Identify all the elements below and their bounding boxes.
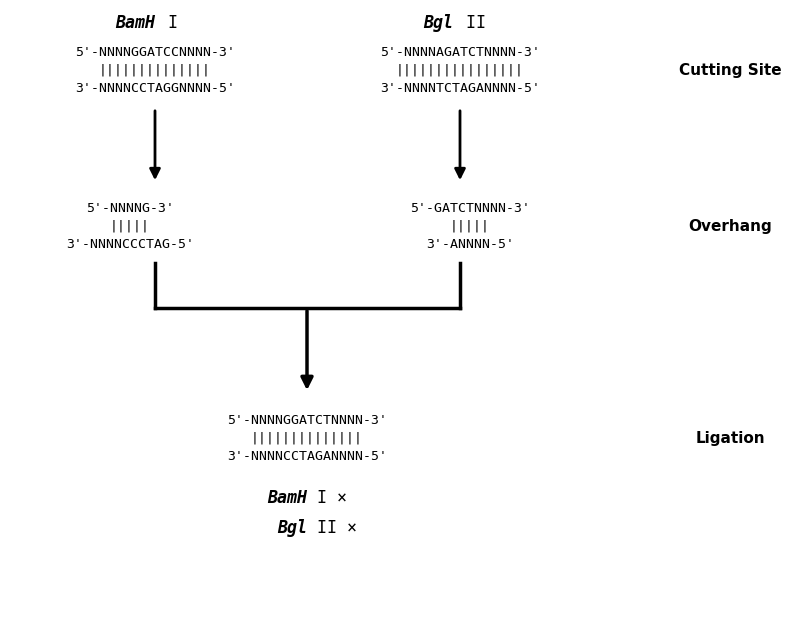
Text: 5'-GATCTNNNN-3': 5'-GATCTNNNN-3' [410, 202, 530, 214]
Text: Bgl: Bgl [277, 519, 307, 537]
Text: 3'-NNNNTCTAGANNNN-5': 3'-NNNNTCTAGANNNN-5' [380, 82, 540, 94]
Text: 5'-NNNNAGATCTNNNN-3': 5'-NNNNAGATCTNNNN-3' [380, 45, 540, 59]
Text: Overhang: Overhang [688, 218, 772, 234]
Text: BamH: BamH [115, 14, 155, 32]
Text: I ×: I × [307, 489, 347, 507]
Text: ||||||||||||||: |||||||||||||| [99, 64, 211, 77]
Text: ||||||||||||||: |||||||||||||| [251, 431, 363, 445]
Text: Cutting Site: Cutting Site [678, 63, 782, 77]
Text: Ligation: Ligation [695, 431, 765, 445]
Text: II ×: II × [307, 519, 357, 537]
Text: I: I [158, 14, 178, 32]
Text: |||||: ||||| [450, 219, 490, 232]
Text: BamH: BamH [267, 489, 307, 507]
Text: 5'-NNNNG-3': 5'-NNNNG-3' [86, 202, 174, 214]
Text: Bgl: Bgl [423, 14, 453, 32]
Text: ||||||||||||||||: |||||||||||||||| [396, 64, 524, 77]
Text: 5'-NNNNGGATCTNNNN-3': 5'-NNNNGGATCTNNNN-3' [227, 413, 387, 426]
Text: 3'-NNNNCCTAGANNNN-5': 3'-NNNNCCTAGANNNN-5' [227, 450, 387, 463]
Text: |||||: ||||| [110, 219, 150, 232]
Text: 3'-ANNNN-5': 3'-ANNNN-5' [426, 237, 514, 251]
Text: 3'-NNNNCCTAGGNNNN-5': 3'-NNNNCCTAGGNNNN-5' [75, 82, 235, 94]
Text: 5'-NNNNGGATCCNNNN-3': 5'-NNNNGGATCCNNNN-3' [75, 45, 235, 59]
Text: 3'-NNNNCCCTAG-5': 3'-NNNNCCCTAG-5' [66, 237, 194, 251]
Text: II: II [456, 14, 486, 32]
